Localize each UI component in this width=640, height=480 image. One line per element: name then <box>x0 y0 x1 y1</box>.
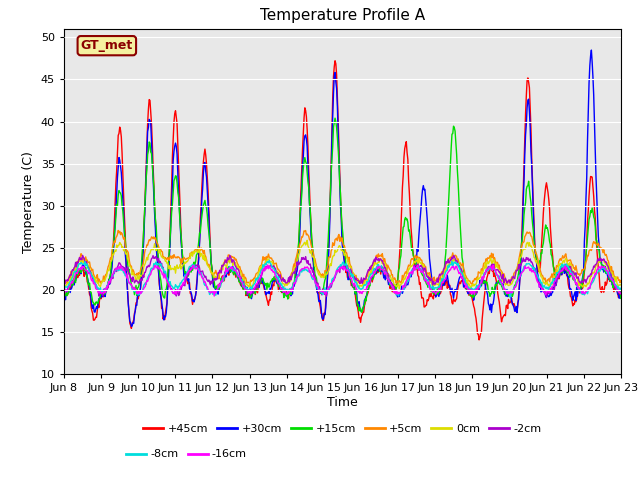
X-axis label: Time: Time <box>327 396 358 409</box>
Y-axis label: Temperature (C): Temperature (C) <box>22 151 35 252</box>
Text: GT_met: GT_met <box>81 39 133 52</box>
Legend: -8cm, -16cm: -8cm, -16cm <box>122 445 252 464</box>
Title: Temperature Profile A: Temperature Profile A <box>260 9 425 24</box>
